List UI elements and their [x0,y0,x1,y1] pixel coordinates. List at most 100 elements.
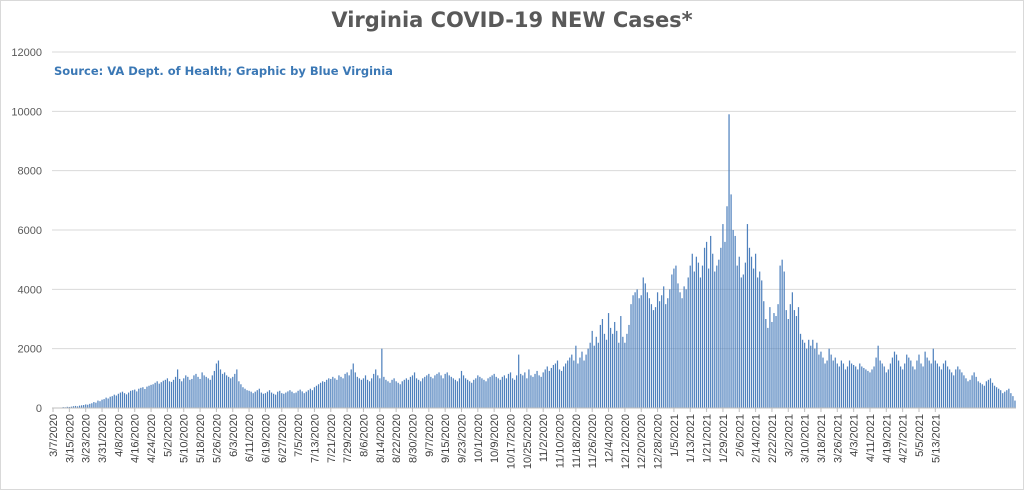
bar [560,370,563,408]
bar [174,376,177,408]
x-tick-label: 4/8/2020 [113,414,125,457]
bar [757,277,759,408]
bar [820,351,822,408]
bar [987,379,990,408]
bar [734,235,736,408]
bar [601,319,604,408]
bar [417,379,420,408]
bar [534,373,536,408]
bar [899,366,902,408]
x-tick-label: 11/18/2020 [571,414,583,468]
bar [256,390,258,408]
y-tick-label: 12000 [11,47,42,59]
bar [297,390,299,408]
x-tick-label: 7/21/2020 [326,414,338,463]
bar [513,379,516,408]
bar [667,298,669,408]
bar [975,376,977,408]
bar [475,378,477,408]
bar [338,375,340,408]
bar [497,378,499,408]
bar [411,375,414,408]
bar [130,390,132,408]
bar [516,375,518,408]
x-tick-label: 6/19/2020 [260,414,272,463]
bar [113,394,115,408]
bar [270,392,273,408]
bar [822,357,824,408]
bar [518,354,520,408]
x-tick-label: 2/6/2021 [734,414,746,457]
bar [109,396,111,408]
bar [889,363,892,408]
bar [197,376,199,408]
bar [556,360,559,408]
bar [464,378,467,408]
bar [87,404,89,408]
bar [695,256,697,408]
bar [887,369,889,408]
x-tick-label: 4/16/2020 [130,414,142,463]
bar [436,373,438,408]
bar [385,379,387,408]
bar [228,376,230,408]
bar [609,327,612,408]
bar [305,391,307,408]
bar [589,342,591,408]
bar [904,363,906,408]
bar [532,376,534,408]
bar [334,378,336,408]
bar [362,378,365,408]
x-tick-label: 3/23/2020 [81,414,93,463]
bar [681,298,683,408]
bar [699,277,702,408]
bar [373,373,375,408]
bar [779,265,781,408]
bar [283,393,285,408]
bar [452,378,454,408]
bar [244,388,246,408]
bar [795,316,798,408]
bar [1006,390,1008,408]
bar [307,390,309,408]
bar [360,379,363,408]
bar [793,310,796,408]
bar [191,378,193,408]
bar [432,378,434,408]
bar [168,381,171,408]
bar [998,388,1000,408]
x-tick-label: 5/26/2020 [211,414,223,463]
x-tick-label: 12/12/2020 [620,414,632,469]
y-axis-ticks: 0 2000 4000 6000 8000 10000 12000 [11,47,42,415]
bar [814,348,816,408]
bar [656,292,659,408]
bar [142,387,144,408]
bar [78,405,81,408]
bar [68,406,70,408]
bar [818,354,820,408]
bar [771,321,773,408]
bar [985,381,987,408]
bar [303,393,305,408]
bar [366,379,369,408]
bar [597,342,599,408]
bar [70,406,73,408]
bar [1010,393,1012,408]
bar [838,366,840,408]
bar [217,360,220,408]
bar [575,345,577,408]
bar [207,378,209,408]
bar [399,384,401,408]
bar [85,404,87,408]
bar [242,387,244,408]
bar [977,381,979,408]
bar [544,369,546,408]
y-tick-label: 4000 [18,284,42,296]
bar [642,277,644,408]
x-tick-label: 11/10/2020 [555,414,567,468]
bar [591,330,593,408]
bar [93,402,95,408]
bar [728,114,730,409]
bar [281,393,283,408]
bar [383,376,385,408]
